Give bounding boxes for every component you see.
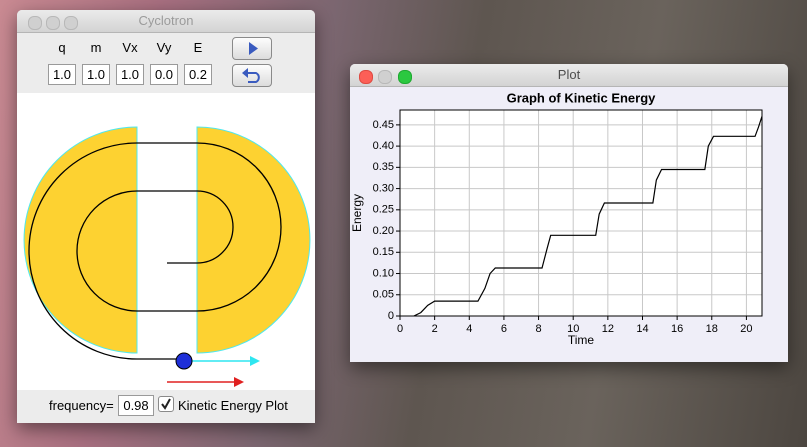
x-tick-label: 18 xyxy=(706,323,718,335)
zoom-button[interactable] xyxy=(398,70,412,84)
reset-button[interactable] xyxy=(232,64,272,87)
parameter-label: m xyxy=(90,40,102,55)
x-axis-label: Time xyxy=(568,333,595,347)
right-dee xyxy=(196,126,311,354)
frequency-field[interactable]: 0.98 xyxy=(118,395,154,416)
parameter-field[interactable]: 0.0 xyxy=(150,64,178,85)
y-axis-label: Energy xyxy=(350,194,364,232)
parameter-field[interactable]: 1.0 xyxy=(48,64,76,85)
title-bar: Cyclotron xyxy=(17,10,315,33)
parameter-label: Vx xyxy=(122,40,138,55)
plot-checkbox[interactable] xyxy=(158,396,174,412)
zoom-button[interactable] xyxy=(64,16,78,30)
minimize-button[interactable] xyxy=(378,70,392,84)
y-tick-label: 0.40 xyxy=(373,140,394,152)
checkbox-label: Kinetic Energy Plot xyxy=(178,398,288,413)
x-tick-label: 6 xyxy=(501,323,507,335)
parameter-label: Vy xyxy=(156,40,172,55)
x-tick-label: 2 xyxy=(432,323,438,335)
y-tick-label: 0.25 xyxy=(373,204,394,216)
y-tick-label: 0.45 xyxy=(373,119,394,131)
x-tick-label: 0 xyxy=(397,323,403,335)
parameter-field[interactable]: 1.0 xyxy=(82,64,110,85)
left-dee xyxy=(23,126,138,354)
parameter-label: E xyxy=(193,40,203,55)
title-bar: Plot xyxy=(350,64,788,87)
particle-trajectory xyxy=(28,142,282,360)
play-icon xyxy=(249,42,258,55)
close-button[interactable] xyxy=(359,70,373,84)
velocity-arrowhead xyxy=(250,356,260,366)
cyclotron-canvas xyxy=(17,93,315,390)
window-title: Plot xyxy=(557,67,581,82)
y-tick-label: 0.35 xyxy=(373,161,394,173)
x-tick-label: 20 xyxy=(740,323,752,335)
x-tick-label: 14 xyxy=(636,323,648,335)
cyclotron-window: Cyclotron q 1.0 m 1.0 Vx 1.0 Vy 0.0 E 0.2 frequen… xyxy=(17,10,315,423)
x-tick-label: 16 xyxy=(671,323,683,335)
chart: Graph of Kinetic Energy Time Energy 0 0.0… xyxy=(350,90,763,347)
minimize-button[interactable] xyxy=(46,16,60,30)
x-tick-label: 12 xyxy=(602,323,614,335)
plot-area xyxy=(400,110,762,316)
window-title: Cyclotron xyxy=(138,13,194,28)
parameter-field[interactable]: 1.0 xyxy=(116,64,144,85)
y-tick-label: 0.30 xyxy=(373,182,394,194)
plot-window: Plot Graph of Kinetic Energy Time Energy… xyxy=(350,64,788,362)
x-tick-label: 10 xyxy=(567,323,579,335)
reset-icon xyxy=(242,68,260,83)
check-mark xyxy=(161,398,171,410)
y-tick-label: 0.05 xyxy=(373,289,394,301)
data-line xyxy=(413,116,763,317)
play-button[interactable] xyxy=(232,37,272,60)
chart-title: Graph of Kinetic Energy xyxy=(507,90,657,105)
x-tick-label: 4 xyxy=(466,323,472,335)
y-tick-label: 0 xyxy=(388,310,394,322)
y-tick-label: 0.10 xyxy=(373,267,394,279)
field-arrowhead xyxy=(234,377,244,387)
x-tick-label: 8 xyxy=(536,323,542,335)
parameter-label: q xyxy=(58,40,66,55)
parameter-field[interactable]: 0.2 xyxy=(184,64,212,85)
y-tick-label: 0.20 xyxy=(373,225,394,237)
y-tick-label: 0.15 xyxy=(373,246,394,258)
frequency-label: frequency= xyxy=(49,398,114,413)
plot-frame xyxy=(399,109,763,317)
close-button[interactable] xyxy=(28,16,42,30)
particle xyxy=(175,352,193,370)
